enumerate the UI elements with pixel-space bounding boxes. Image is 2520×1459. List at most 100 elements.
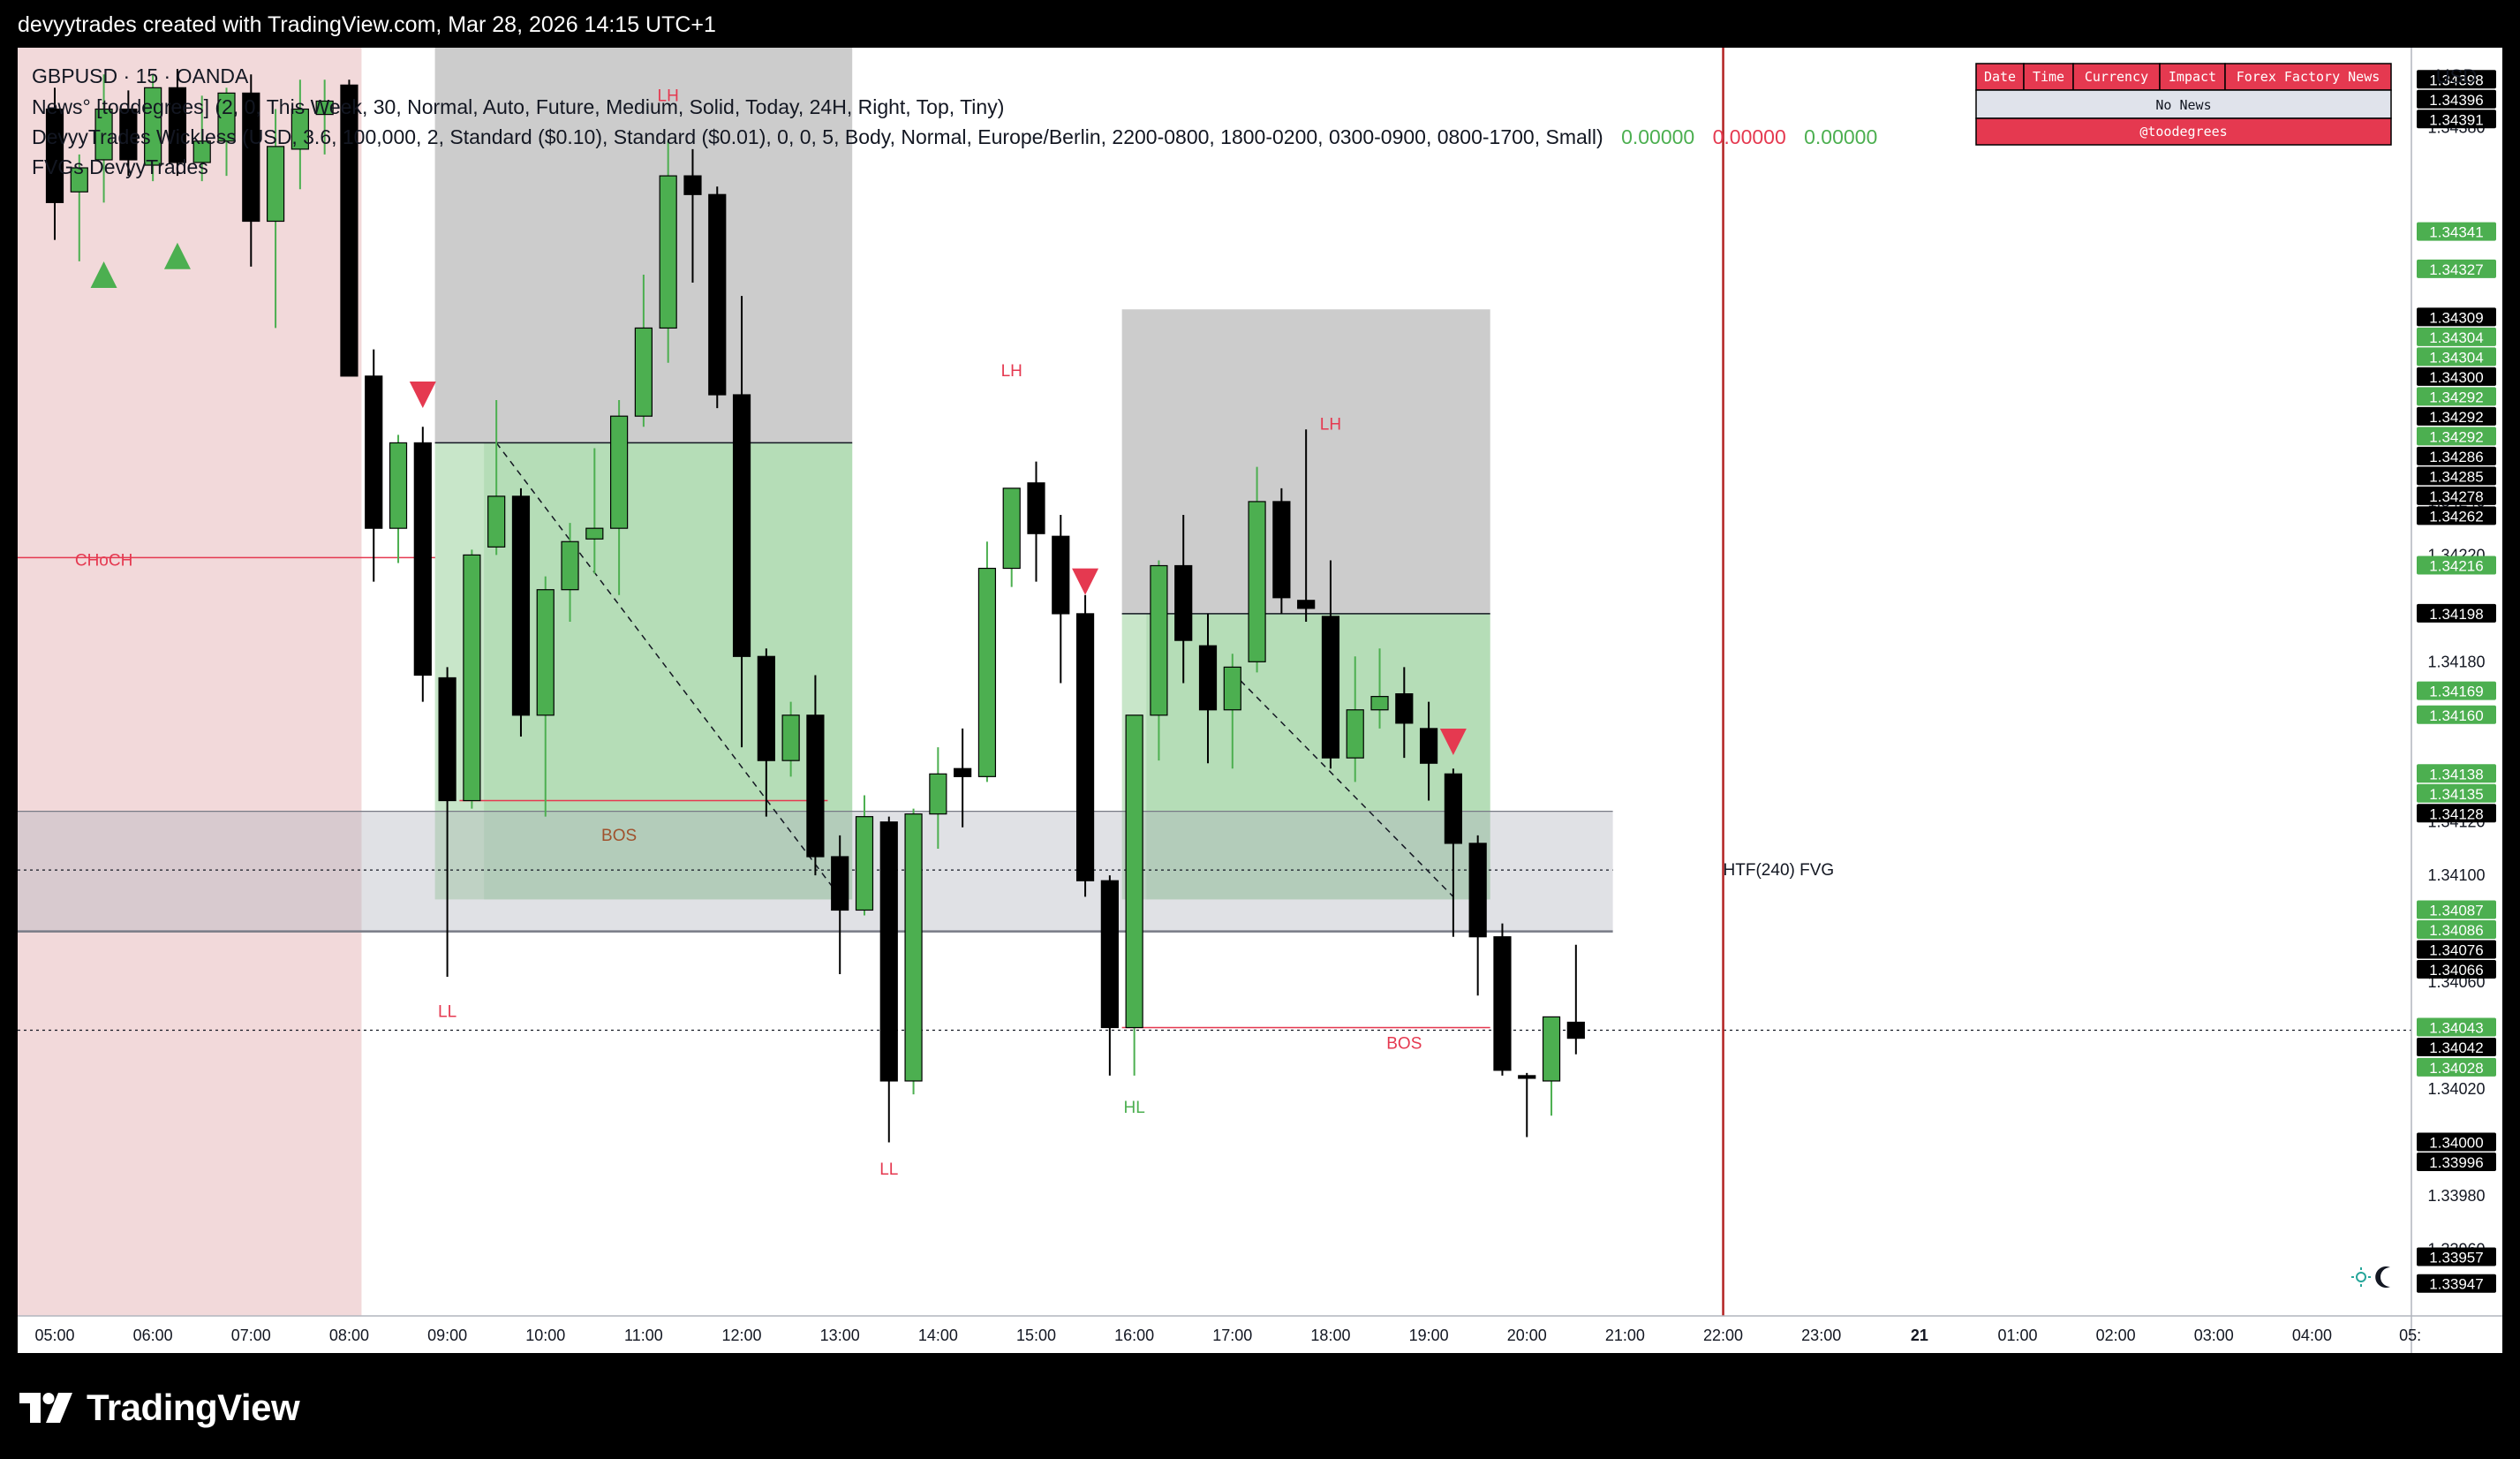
news-row-bg bbox=[1975, 89, 2392, 119]
candle-28 bbox=[732, 296, 751, 748]
candle-46 bbox=[1174, 515, 1193, 684]
tradingview-logo-icon bbox=[19, 1393, 72, 1423]
wickless-params: DevyyTrades Wickless (USD, 3.6, 100,000,… bbox=[32, 125, 1603, 148]
theme-toggle-icon[interactable] bbox=[2351, 1266, 2390, 1288]
candle-55 bbox=[1395, 667, 1414, 759]
time-tick-24: 05: bbox=[2399, 1327, 2421, 1344]
price-tag-label: 1.34286 bbox=[2429, 449, 2483, 465]
candle-body bbox=[1174, 564, 1193, 641]
time-tick-11: 16:00 bbox=[1114, 1327, 1154, 1344]
candle-47 bbox=[1198, 613, 1218, 764]
price-axis[interactable]: 1.343801.342401.342201.341801.341201.341… bbox=[2417, 70, 2496, 1293]
time-tick-20: 01:00 bbox=[1997, 1327, 2037, 1344]
candle-12 bbox=[340, 79, 358, 377]
candle-body bbox=[831, 856, 849, 911]
price-tag-bg bbox=[2417, 1152, 2496, 1171]
time-tick-21: 02:00 bbox=[2096, 1327, 2136, 1344]
price-tag-label: 1.34216 bbox=[2429, 557, 2483, 574]
price-tag-22: 1.34128 bbox=[2417, 804, 2496, 823]
candle-59 bbox=[1493, 923, 1512, 1076]
price-tag-17: 1.34198 bbox=[2417, 603, 2496, 623]
price-tag-31: 1.33996 bbox=[2417, 1152, 2496, 1171]
candle-61 bbox=[1542, 1016, 1561, 1116]
candle-18 bbox=[487, 400, 506, 556]
candle-body bbox=[1468, 843, 1487, 938]
legend-symbol[interactable]: GBPUSD · 15 · OANDA bbox=[32, 64, 249, 87]
price-tag-label: 1.34028 bbox=[2429, 1060, 2483, 1077]
candle-body bbox=[585, 527, 604, 540]
annotation-5: LL bbox=[879, 1160, 898, 1179]
chart-svg[interactable]: CHoCH LH LL BOS LH LL LH HL BOS HTF(240) FVG 1.34… bbox=[18, 48, 2502, 1353]
price-tag-bg bbox=[2417, 705, 2496, 724]
candle-62 bbox=[1566, 944, 1585, 1055]
news-footer-text: @toodegrees bbox=[2139, 124, 2227, 140]
candle-body bbox=[45, 108, 64, 203]
annotation-9: HTF(240) FVG bbox=[1724, 861, 1835, 880]
price-tag-bg bbox=[2417, 1132, 2496, 1152]
price-tag-5: 1.34309 bbox=[2417, 307, 2496, 327]
candle-body bbox=[511, 495, 531, 716]
price-tag-label: 1.34304 bbox=[2429, 329, 2483, 346]
time-axis[interactable]: 05:00 06:00 07:00 08:00 09:00 10:00 11:00 12:00… bbox=[34, 1327, 2421, 1344]
time-tick-8: 13:00 bbox=[820, 1327, 860, 1344]
price-tag-8: 1.34300 bbox=[2417, 367, 2496, 386]
annotation-0: CHoCH bbox=[75, 551, 132, 570]
candle-19 bbox=[511, 488, 531, 737]
candle-36 bbox=[929, 747, 947, 849]
bottom-bar bbox=[0, 1353, 2520, 1459]
time-tick-23: 04:00 bbox=[2292, 1327, 2332, 1344]
price-tag-bg bbox=[2417, 1017, 2496, 1037]
legend-wickless-indicator[interactable]: DevyyTrades Wickless (USD, 3.6, 100,000,… bbox=[32, 125, 1877, 148]
price-tag-label: 1.34066 bbox=[2429, 962, 2483, 979]
candle-0 bbox=[45, 87, 64, 240]
price-tick-3: 1.34180 bbox=[2427, 653, 2485, 670]
tradingview-logo[interactable]: TradingView bbox=[19, 1383, 300, 1433]
candle-1 bbox=[70, 154, 88, 261]
price-tag-bg bbox=[2417, 1247, 2496, 1266]
price-tag-25: 1.34076 bbox=[2417, 940, 2496, 959]
price-tag-7: 1.34304 bbox=[2417, 347, 2496, 367]
price-tick-7: 1.34020 bbox=[2427, 1080, 2485, 1098]
candle-58 bbox=[1468, 835, 1487, 996]
annotation-6: LH bbox=[1320, 415, 1341, 434]
wickless-value-red: 0.00000 bbox=[1713, 125, 1786, 148]
time-tick-3: 08:00 bbox=[329, 1327, 369, 1344]
candle-17 bbox=[463, 549, 481, 809]
candle-body bbox=[1027, 482, 1045, 534]
candle-23 bbox=[610, 400, 629, 595]
price-tag-14: 1.34278 bbox=[2417, 486, 2496, 505]
candle-body bbox=[340, 84, 358, 377]
chart-area[interactable]: CHoCH LH LL BOS LH LL LH HL BOS HTF(240) FVG 1.34… bbox=[18, 48, 2502, 1353]
price-tag-label: 1.34278 bbox=[2429, 488, 2483, 505]
news-header-text-0: Date bbox=[1984, 69, 2016, 85]
candle-body bbox=[1075, 613, 1095, 881]
candle-27 bbox=[708, 186, 727, 409]
candle-20 bbox=[536, 576, 555, 817]
price-tag-bg bbox=[2417, 959, 2496, 979]
candle-41 bbox=[1052, 515, 1070, 684]
currency-label[interactable]: USD bbox=[2436, 65, 2477, 87]
price-tag-29: 1.34028 bbox=[2417, 1057, 2496, 1077]
time-tick-14: 19:00 bbox=[1409, 1327, 1449, 1344]
price-tag-11: 1.34292 bbox=[2417, 427, 2496, 446]
legend-fvg-indicator[interactable]: FVGs DevyyTrades bbox=[32, 155, 208, 178]
wickless-value-green-2: 0.00000 bbox=[1804, 125, 1877, 148]
candle-body bbox=[242, 92, 260, 223]
time-tick-12: 17:00 bbox=[1212, 1327, 1252, 1344]
candle-body bbox=[561, 541, 579, 591]
candle-4 bbox=[144, 74, 162, 182]
candle-body bbox=[192, 140, 211, 163]
price-tag-30: 1.34000 bbox=[2417, 1132, 2496, 1152]
candle-50 bbox=[1272, 488, 1291, 614]
candle-33 bbox=[855, 795, 874, 916]
candle-30 bbox=[781, 701, 800, 777]
news-header-cell-3 bbox=[2159, 63, 2226, 91]
candle-body bbox=[389, 442, 408, 529]
price-tag-32: 1.33957 bbox=[2417, 1247, 2496, 1266]
legend-news-indicator[interactable]: News° [toodegrees] (2, 0, This Week, 30,… bbox=[32, 95, 1004, 118]
candle-24 bbox=[634, 274, 653, 427]
candle-34 bbox=[879, 816, 898, 1143]
price-tag-label: 1.34042 bbox=[2429, 1039, 2483, 1056]
candle-body bbox=[781, 714, 800, 761]
price-tag-27: 1.34043 bbox=[2417, 1017, 2496, 1037]
